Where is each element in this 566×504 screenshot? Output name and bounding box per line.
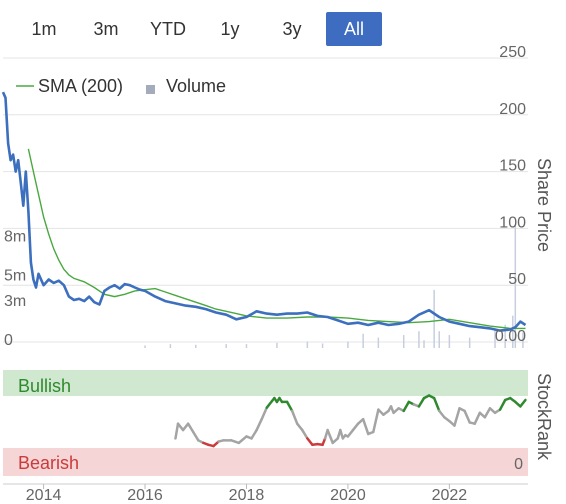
stockrank-zero-label: 0 [514, 456, 523, 473]
volume-tick-label: 0 [4, 332, 13, 349]
volume-bar [225, 344, 227, 348]
time-tick-label: 2018 [229, 487, 265, 504]
bearish-band [3, 448, 528, 476]
time-tick-label: 2016 [127, 487, 163, 504]
time-axis: 2014 2016 2018 2020 2022 [3, 483, 528, 504]
stockrank-segment [402, 400, 411, 413]
stockrank-segment [285, 400, 294, 413]
volume-bar [448, 335, 451, 348]
price-tick-label: 0.00 [495, 328, 526, 345]
range-button-1m[interactable]: 1m [31, 19, 57, 39]
stockrank-segment [265, 400, 274, 409]
stockrank-segment [417, 396, 426, 408]
volume-bar [245, 344, 248, 348]
stockrank-segment [498, 398, 507, 411]
volume-bar [423, 340, 425, 348]
time-tick-label: 2014 [26, 487, 62, 504]
volume-bar [494, 328, 496, 348]
volume-bar [438, 331, 440, 348]
stockrank-segment [437, 409, 446, 419]
legend: SMA (200) Volume [16, 76, 226, 96]
bearish-label: Bearish [18, 453, 79, 473]
stockrank-segment [463, 409, 471, 424]
stockrank-segment [290, 409, 299, 425]
stockrank-segment [361, 417, 370, 436]
volume-tick-label: 3m [4, 293, 26, 310]
volume-bar [276, 342, 278, 348]
price-series [1, 91, 527, 332]
legend-volume-swatch [146, 85, 155, 94]
price-tick-label: 100 [499, 214, 526, 231]
stockrank-segment [186, 422, 195, 434]
range-button-ytd[interactable]: YTD [150, 19, 186, 39]
volume-bar [362, 333, 364, 348]
range-button-3y[interactable]: 3y [282, 19, 302, 39]
share-price-line [1, 91, 527, 332]
stockrank-segment [346, 428, 355, 438]
volume-bar [512, 315, 514, 348]
volume-bar [321, 343, 324, 348]
range-button-1y[interactable]: 1y [220, 19, 240, 39]
volume-bars [144, 225, 524, 348]
volume-bar [347, 341, 349, 348]
stockrank-segment [432, 396, 441, 413]
volume-bar [402, 335, 405, 348]
stockrank-segment [260, 406, 269, 421]
bullish-label: Bullish [18, 376, 71, 396]
volume-tick-label: 8m [4, 229, 26, 246]
stockrank-segment [519, 398, 527, 408]
volume-bar [514, 225, 517, 348]
volume-bar [504, 324, 506, 348]
volume-bar [144, 345, 146, 348]
price-tick-label: 250 [499, 44, 526, 61]
stockrank-segment [237, 435, 248, 445]
sma-series [27, 148, 526, 330]
stockrank-axis-title: StockRank [534, 373, 554, 461]
stockrank-segment [351, 422, 360, 432]
stockrank-segment [191, 430, 200, 442]
stockrank-segment [181, 422, 190, 432]
sma-line [27, 148, 526, 330]
stockrank-segment [295, 422, 304, 432]
legend-sma-label[interactable]: SMA (200) [38, 76, 123, 96]
stockrank-segment [453, 407, 461, 427]
volume-bar [418, 331, 420, 348]
stockrank-segment [372, 408, 380, 434]
volume-bar [377, 337, 380, 348]
volume-bar [169, 344, 172, 348]
price-tick-label: 150 [499, 158, 526, 175]
volume-axis: 0 3m 5m 8m [4, 229, 26, 349]
stockrank-segment [483, 407, 492, 419]
range-button-all[interactable]: All [326, 12, 382, 46]
volume-bar [433, 289, 435, 348]
price-axis-title: Share Price [534, 158, 554, 252]
price-axis: 0.00 50 100 150 200 250 [495, 44, 526, 345]
stockrank-segment [250, 428, 258, 440]
stockrank-segment [255, 417, 263, 432]
stockrank-panel: Bullish Bearish 0 [3, 370, 528, 476]
price-grid [3, 57, 528, 343]
price-tick-label: 50 [508, 271, 526, 288]
stockrank-segment [306, 437, 314, 447]
legend-volume-label[interactable]: Volume [166, 76, 226, 96]
stockrank-segment [176, 422, 185, 432]
stockrank-segment [301, 428, 309, 440]
volume-bar [468, 337, 471, 348]
range-selector: 1m 3m YTD 1y 3y All [16, 12, 382, 48]
stockrank-segment [473, 411, 482, 425]
volume-bar [195, 344, 197, 348]
volume-tick-label: 5m [4, 267, 26, 284]
volume-bar [522, 332, 524, 348]
stockrank-segment [230, 439, 241, 445]
range-button-3m[interactable]: 3m [93, 19, 119, 39]
time-tick-label: 2022 [432, 487, 468, 504]
time-tick-label: 2020 [330, 487, 366, 504]
price-tick-label: 200 [499, 101, 526, 118]
stockrank-segment [174, 422, 180, 440]
bullish-band [3, 370, 528, 396]
volume-bar [306, 341, 309, 348]
